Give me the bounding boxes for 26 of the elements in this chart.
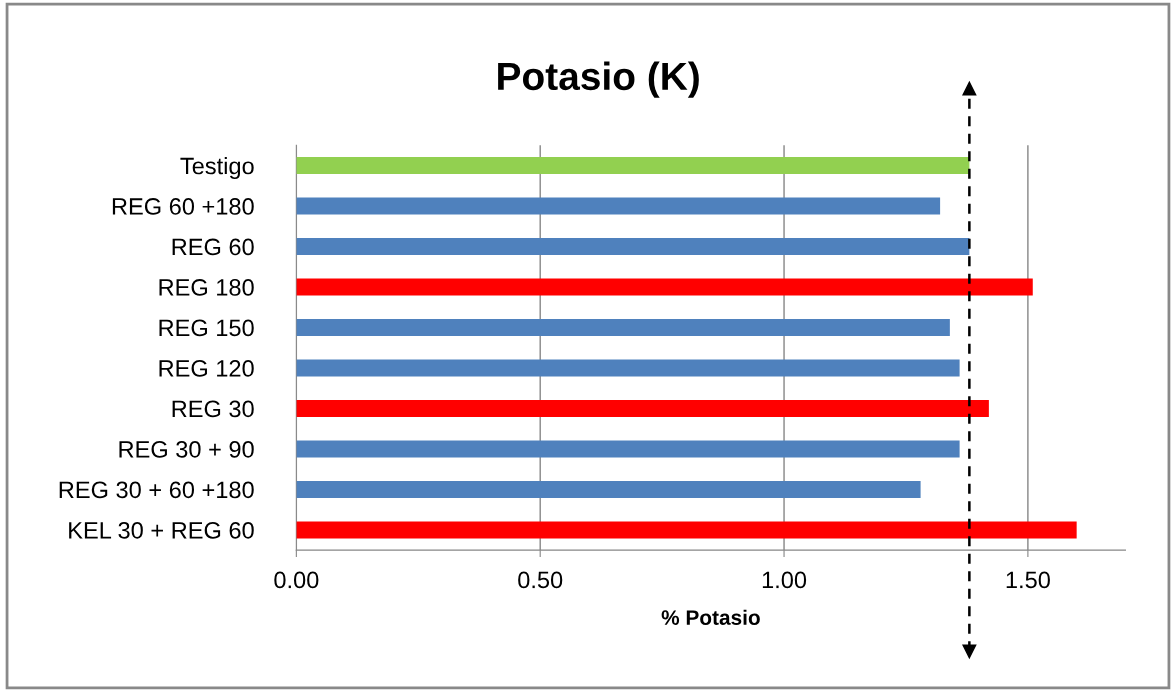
y-tick-label: REG 120 — [159, 360, 254, 377]
x-tick-label: 1.00 — [762, 571, 807, 589]
x-axis-title: % Potasio — [661, 609, 760, 625]
bar — [296, 197, 941, 215]
bar — [296, 521, 1077, 539]
y-tick-label: REG 30 + 90 — [119, 441, 254, 458]
x-tick-label: 1.50 — [1006, 571, 1050, 589]
bar — [296, 318, 950, 336]
bar — [296, 440, 960, 458]
y-tick-label: REG 150 — [159, 319, 254, 337]
y-tick-label: REG 30 + 60 +180 — [59, 481, 254, 499]
chart-title: Potasio (K) — [498, 61, 699, 98]
y-tick-label: REG 30 — [172, 400, 254, 418]
y-tick-label: REG 60 +180 — [112, 198, 254, 215]
bar — [296, 157, 970, 175]
bar — [296, 359, 960, 377]
x-tick-label: 0.50 — [518, 571, 563, 589]
bar — [296, 238, 970, 256]
x-tick-label: 0.00 — [274, 571, 319, 589]
bar — [296, 399, 989, 417]
y-tick-label: REG 180 — [159, 279, 254, 296]
bar — [296, 278, 1033, 296]
y-tick-label: REG 60 — [172, 238, 254, 256]
bar — [296, 480, 921, 498]
y-tick-label: Testigo — [180, 157, 254, 180]
y-tick-label: KEL 30 + REG 60 — [69, 521, 254, 539]
